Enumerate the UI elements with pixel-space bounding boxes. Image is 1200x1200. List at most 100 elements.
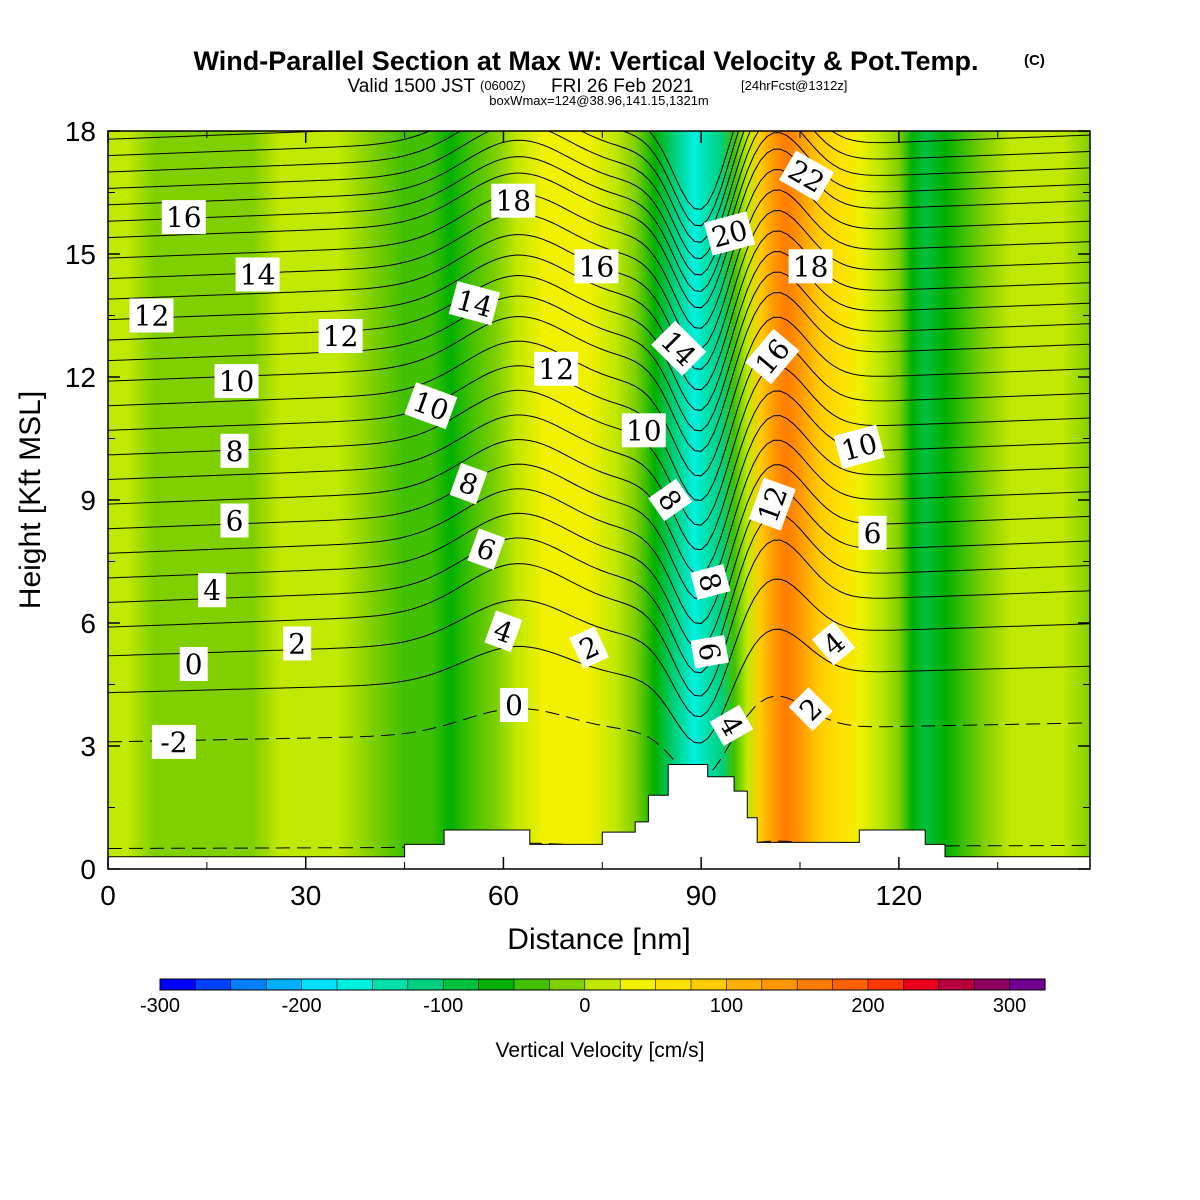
- contour-label-text: 12: [134, 300, 170, 333]
- isentrope-line: [108, 390, 1090, 551]
- terrain-silhouette: [107, 764, 1091, 870]
- contour-label-text: 18: [495, 185, 531, 218]
- contour-label: 4: [709, 704, 754, 747]
- y-tick-label: 0: [80, 854, 96, 885]
- contour-label-box: [318, 319, 363, 353]
- contour-label-box: [220, 503, 249, 538]
- contour-label: 12: [129, 298, 174, 333]
- colorbar-swatch: [407, 979, 444, 990]
- contour-label: 18: [491, 183, 536, 218]
- colorbar-swatch: [903, 979, 940, 990]
- contour-label-text: 14: [240, 259, 276, 292]
- contour-label: 0: [500, 688, 528, 722]
- contour-label-box: [448, 281, 501, 326]
- x-tick-label: 0: [100, 880, 116, 911]
- chart-title: Wind-Parallel Section at Max W: Vertical…: [194, 46, 979, 76]
- contour-label-box: [214, 364, 259, 399]
- contour-label-box: [709, 704, 754, 747]
- contour-label-text: 2: [288, 628, 306, 661]
- isentrope-line: [108, 131, 734, 210]
- colorbar-label: Vertical Velocity [cm/s]: [496, 1039, 705, 1062]
- isentrope-line: [108, 695, 1090, 779]
- subtitle-zulu: (0600Z): [480, 78, 526, 93]
- isentrope-line: [108, 148, 1090, 309]
- y-tick-label: 12: [65, 362, 96, 393]
- y-axis-label: Height [Kft MSL]: [14, 391, 47, 609]
- isentrope-line: [108, 365, 1090, 526]
- contour-label: -2: [151, 724, 196, 759]
- y-tick-label: 6: [80, 608, 96, 639]
- colorbar-swatch: [1009, 979, 1046, 990]
- contour-label: 16: [574, 249, 619, 284]
- contour-label-box: [491, 183, 536, 218]
- isentrope-line: [108, 539, 1090, 697]
- contour-label-text: 16: [166, 201, 202, 234]
- contour-label-box: [833, 424, 885, 469]
- x-tick-label: 90: [686, 880, 717, 911]
- colorbar-swatch: [620, 979, 657, 990]
- contour-label-box: [161, 200, 206, 235]
- contour-label-box: [129, 298, 174, 333]
- colorbar-swatch: [655, 979, 692, 990]
- contour-label-text: -2: [160, 726, 187, 759]
- colorbar-swatch: [691, 979, 727, 990]
- contour-label-box: [690, 634, 729, 669]
- subtitle-valid: Valid 1500 JST: [348, 76, 476, 97]
- isentrope-line: [108, 131, 1090, 260]
- colorbar-frame: [159, 978, 1046, 991]
- colorbar-swatch: [372, 979, 409, 990]
- contour-label: 12: [318, 319, 363, 353]
- colorbar-swatch: [195, 979, 232, 990]
- colorbar: [159, 978, 1046, 991]
- colorbar-swatch: [337, 979, 373, 990]
- colorbar-swatch: [868, 979, 904, 990]
- contour-label-text: 6: [226, 505, 244, 538]
- isentrope-line: [108, 628, 1090, 744]
- contour-label-text: 0: [185, 648, 203, 681]
- contour-label-text: 4: [203, 574, 221, 607]
- isentrope-line: [108, 341, 1090, 502]
- colorbar-swatch: [160, 979, 196, 990]
- contour-label: 14: [235, 257, 280, 292]
- colorbar-swatch: [726, 979, 763, 990]
- isentrope-line: [108, 316, 1090, 477]
- contour-label: 16: [161, 200, 206, 235]
- subtitle-fcst: [24hrFcst@1312z]: [741, 78, 847, 93]
- contour-label: 4: [198, 573, 227, 608]
- contour-label-box: [179, 647, 208, 681]
- contour-label: 10: [833, 424, 885, 469]
- isentrope-line: [108, 292, 1090, 452]
- x-tick-label: 60: [488, 880, 519, 911]
- colorbar-swatch: [443, 979, 480, 990]
- isentrope-line: [108, 578, 1090, 718]
- contour-label-box: [621, 413, 666, 448]
- contour-label-text: 12: [323, 320, 359, 353]
- colorbar-swatch: [478, 979, 515, 990]
- contour-label-text: 8: [226, 435, 244, 468]
- x-tick-label: 30: [290, 880, 321, 911]
- contour-label-box: [220, 433, 249, 468]
- colorbar-tick-label: 100: [710, 995, 743, 1017]
- contour-label: 12: [534, 351, 579, 386]
- isentrope-line: [108, 513, 1090, 674]
- isentrope-lines: [108, 131, 1090, 855]
- isentrope-line: [108, 131, 1090, 276]
- contour-label: 6: [220, 503, 249, 538]
- isentrope-line: [108, 230, 1090, 391]
- isentrope-line: [108, 131, 740, 227]
- colorbar-swatch: [938, 979, 975, 990]
- y-axis-ticks: 0 3 6 9 12 15 18: [65, 116, 1090, 885]
- contour-label-box: [235, 257, 280, 292]
- contour-label-box: [745, 328, 800, 385]
- contour-label-box: [858, 515, 887, 550]
- x-tick-label: 120: [876, 880, 923, 911]
- colorbar-swatch: [761, 979, 798, 990]
- contour-label-box: [690, 564, 731, 600]
- colorbar-swatch: [549, 979, 586, 990]
- contour-label-box: [779, 150, 835, 202]
- contour-label-box: [703, 211, 756, 256]
- contour-label-box: [449, 462, 488, 505]
- isentrope-line: [108, 488, 1090, 649]
